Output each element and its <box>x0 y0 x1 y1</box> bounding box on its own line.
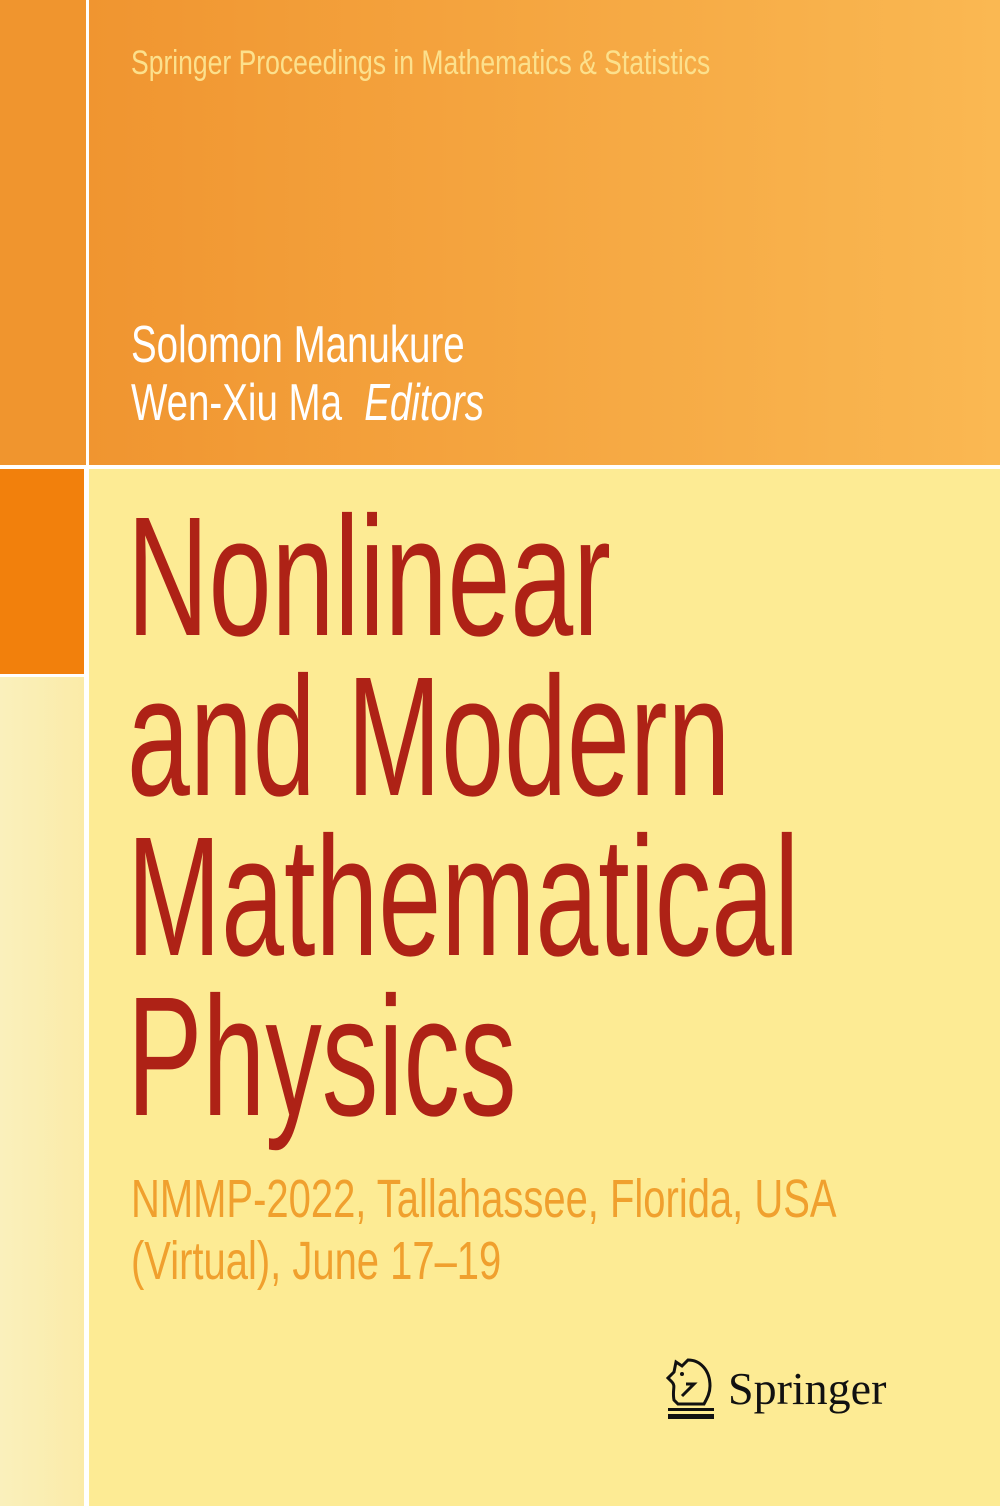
title-line: Mathematical <box>127 802 800 992</box>
left-bottom-panel <box>0 677 84 1506</box>
subtitle-line: (Virtual), June 17–19 <box>131 1231 502 1291</box>
left-accent-block <box>0 469 84 674</box>
header-panel <box>89 0 1000 465</box>
subtitle-line: NMMP-2022, Tallahassee, Florida, USA <box>131 1169 837 1229</box>
series-name: Springer Proceedings in Mathematics & St… <box>131 44 711 82</box>
left-top-panel <box>0 0 86 465</box>
title-line: Physics <box>127 962 517 1152</box>
main-panel <box>89 469 1000 1506</box>
knight-horse-icon <box>665 1358 714 1419</box>
editors: Solomon Manukure Wen-Xiu Ma Editors <box>131 316 484 432</box>
editors-role: Editors <box>364 374 484 432</box>
title-line: and Modern <box>127 642 731 832</box>
publisher-logo: Springer <box>664 1356 886 1420</box>
book-subtitle: NMMP-2022, Tallahassee, Florida, USA (Vi… <box>131 1168 837 1292</box>
publisher-name: Springer <box>728 1362 887 1414</box>
editor-name: Wen-Xiu Ma <box>131 374 343 432</box>
title-line: Nonlinear <box>127 482 611 672</box>
book-title: Nonlinear and Modern Mathematical Physic… <box>127 482 800 1152</box>
editor-name: Solomon Manukure <box>131 316 465 374</box>
